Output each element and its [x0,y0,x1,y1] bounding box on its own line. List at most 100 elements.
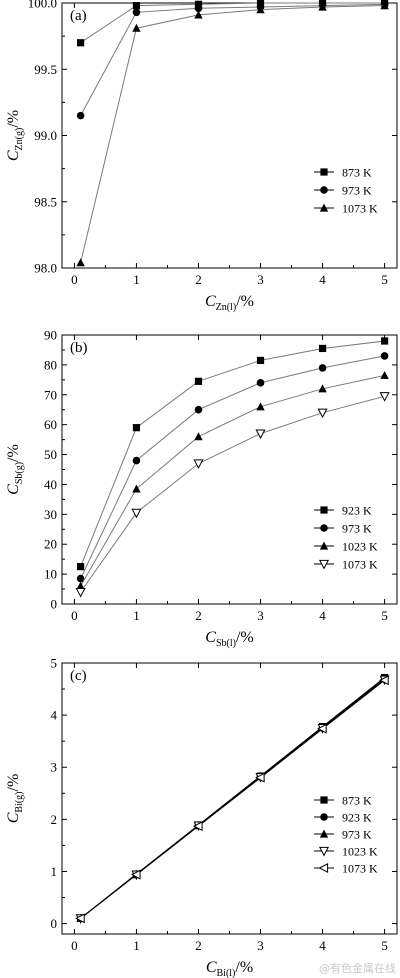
data-point [77,39,85,47]
data-point [194,0,203,8]
series-line [80,3,385,116]
data-point [380,1,389,10]
legend-label: 1023 K [342,540,378,554]
data-point [76,111,85,120]
data-point [76,581,85,590]
x-tick-label: 0 [71,272,78,287]
y-tick-label: 40 [44,477,57,492]
data-point [76,574,85,583]
y-axis-label: CZn(g)/% [5,110,25,161]
series-973-k [76,352,389,583]
legend: 923 K 973 K 1023 K 1073 K [314,504,378,572]
x-axis-label: CBi(l)/% [206,959,253,978]
y-axis-label: CBi(g)/% [5,774,25,824]
legend-label: 873 K [342,166,372,180]
data-point [317,723,327,734]
data-point [75,587,86,598]
y-tick-label: 4 [51,708,58,723]
y-tick-label: 80 [44,357,57,372]
legend-marker [320,506,328,514]
data-point [318,2,327,11]
y-tick-label: 2 [51,812,58,827]
series-line [80,5,385,263]
series-line [80,355,385,579]
legend-label: 973 K [342,184,372,198]
legend-marker [320,813,328,821]
legend-label: 973 K [342,522,372,536]
series-1023-k [76,370,389,590]
series-line [80,395,385,593]
data-point [130,869,141,880]
panel-label: (c) [70,668,87,684]
data-point [255,429,266,440]
series-973-k [76,0,389,120]
y-tick-label: 60 [44,417,57,432]
data-point [76,258,85,267]
y-tick-label: 5 [51,656,58,671]
x-tick-label: 5 [381,608,388,623]
data-point [380,352,389,360]
data-point [132,484,141,493]
legend-label: 1023 K [342,845,378,859]
watermark: @有色金属在线 [319,961,396,975]
data-point [75,913,85,924]
chart-panel-a: 0 1 2 3 4 5 98.0 98.5 99.0 99.5 100.0 873 K 973 K 107… [5,0,398,313]
data-point [132,23,141,32]
legend-label: 873 K [342,794,372,808]
x-tick-label: 1 [133,938,140,953]
legend-label: 1073 K [342,862,378,876]
data-point [193,821,203,832]
legend-label: 1073 K [342,202,378,216]
series-1073-k [76,1,389,267]
x-tick-label: 2 [195,938,202,953]
x-tick-label: 4 [319,608,326,623]
series-1073-k [75,675,389,924]
data-point [318,344,327,353]
series-line [80,679,385,919]
legend-marker [320,524,328,532]
data-point [256,5,265,14]
data-point [256,402,265,411]
plot-frame [61,2,398,269]
data-point [318,364,327,372]
legend-label: 973 K [342,828,372,842]
x-tick-label: 5 [381,272,388,287]
data-point [194,377,203,385]
y-tick-label: 0 [51,916,58,931]
y-tick-label: 3 [51,760,58,775]
y-tick-label: 70 [44,387,57,402]
panel-label: (a) [70,8,87,24]
panel-label: (b) [70,340,88,356]
data-point [317,408,328,419]
y-tick-label: 98.5 [34,194,57,209]
legend-marker [319,203,329,212]
x-tick-label: 0 [71,608,78,623]
y-tick-label: 99.5 [34,62,57,77]
data-point [255,772,265,783]
y-tick-label: 10 [44,567,57,582]
x-tick-label: 4 [319,938,326,953]
x-tick-label: 2 [195,272,202,287]
y-tick-label: 1 [51,864,58,879]
x-tick-label: 1 [133,608,140,623]
series-923-k [77,337,389,571]
series-1073-k [75,392,390,598]
x-axis-label: CZn(l)/% [205,293,254,313]
y-tick-label: 98.0 [34,261,57,276]
series-line [80,340,385,567]
legend-marker [318,862,329,874]
data-point [132,2,141,10]
y-axis-label: CSb(g)/% [5,444,25,495]
data-point [380,337,389,345]
data-point [194,4,203,13]
series-line [80,2,385,44]
legend-marker [318,559,330,570]
data-point [379,392,390,402]
legend-marker [320,186,328,194]
legend-label: 923 K [342,811,372,825]
data-point [132,424,141,432]
x-tick-label: 5 [381,938,388,953]
y-tick-label: 50 [44,447,57,462]
x-tick-label: 3 [257,608,264,623]
